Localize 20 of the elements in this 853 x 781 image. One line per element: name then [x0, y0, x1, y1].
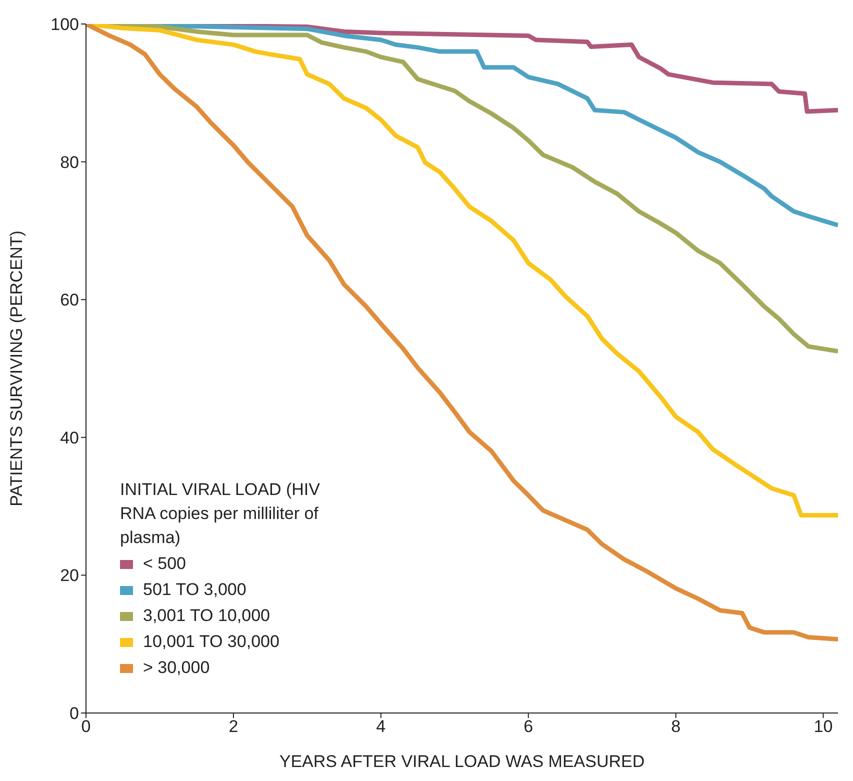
x-tick-label: 4 [376, 717, 386, 736]
y-tick-label: 100 [50, 15, 79, 34]
legend-label: 10,001 TO 30,000 [143, 631, 280, 653]
legend-title: INITIAL VIRAL LOAD (HIV RNA copies per milliliter of plasma) [120, 479, 320, 549]
x-tick-label: 0 [81, 717, 91, 736]
legend-label: 3,001 TO 10,000 [143, 605, 270, 627]
legend-label: 501 TO 3,000 [143, 579, 246, 601]
x-tick-label: 6 [524, 717, 534, 736]
x-tick-label: 2 [228, 717, 238, 736]
y-tick-label: 0 [70, 704, 79, 724]
x-axis-title: YEARS AFTER VIRAL LOAD WAS MEASURED [279, 752, 645, 771]
y-tick-label: 40 [60, 428, 79, 448]
x-tick-label: 10 [814, 717, 833, 736]
y-tick-label: 60 [60, 290, 79, 310]
legend-label: > 30,000 [143, 657, 210, 679]
legend-label: < 500 [143, 553, 186, 575]
y-tick-label: 20 [60, 566, 79, 586]
y-tick-label: 80 [60, 152, 79, 172]
y-axis-title: PATIENTS SURVIVING (PERCENT) [7, 230, 26, 506]
x-tick-label: 8 [671, 717, 681, 736]
